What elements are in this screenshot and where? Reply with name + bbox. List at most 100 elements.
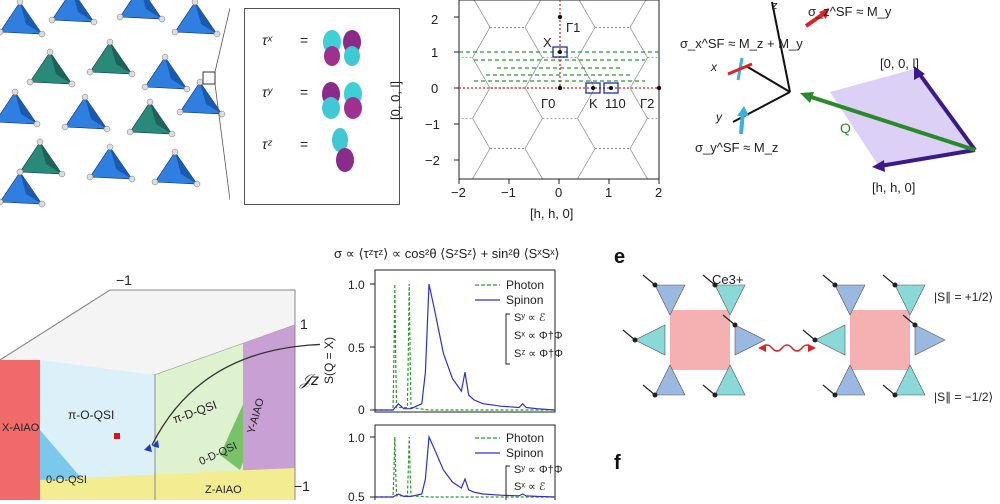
gamma2-label: Γ2 (640, 96, 655, 111)
atom (171, 28, 179, 36)
x-point-marker (552, 46, 568, 58)
atom (11, 88, 19, 96)
chart-bottom-frame (374, 424, 556, 500)
q-label: Q (840, 120, 851, 136)
atom (38, 30, 46, 38)
ce-ion (652, 392, 658, 398)
atom (158, 15, 166, 23)
tetrahedron (834, 284, 866, 316)
series-spinon-line (375, 434, 556, 498)
pi-o-qsi-label: π-O-QSI (68, 408, 115, 422)
ce-ion (812, 337, 818, 343)
atom (128, 70, 136, 78)
ce-ion (832, 392, 838, 398)
p110-label: 110 (605, 96, 626, 111)
ce-ion (732, 322, 738, 328)
bz-ytick: 2 (431, 12, 439, 27)
bz-hexagon (577, 27, 648, 89)
s-plus-label: |S∥ = +1/2⟩ (934, 290, 994, 304)
ytick-top: 0 (358, 403, 365, 417)
bz-hexagon (683, 0, 691, 27)
atom (128, 175, 136, 183)
tetrahedron (634, 324, 666, 356)
bz-hexagon (577, 87, 648, 149)
structure-factor-chart (370, 269, 556, 500)
spin-ice-configurations (622, 274, 946, 398)
hh-axis-label: [h, h, 0] (872, 180, 916, 195)
atom (86, 68, 94, 76)
tau-x-label: τˣ (262, 32, 272, 48)
gamma0-label: Γ0 (541, 96, 556, 111)
tau-z-orbital (332, 128, 354, 172)
hexagon-plaquette (670, 310, 730, 370)
ce-ion (712, 282, 718, 288)
atom (61, 123, 69, 131)
chart-top-frame (374, 269, 556, 413)
k-point-marker (585, 82, 601, 94)
atom (58, 170, 66, 178)
bz-tick-marks (454, 16, 660, 184)
chart-ylabel: S(Q = X) (322, 336, 336, 384)
bz-xlabel: [h, h, 0] (530, 206, 574, 221)
bz-hexagon (578, 0, 647, 28)
tau-z-equals: = (300, 136, 309, 152)
phase-right-tick: 1 (300, 316, 308, 332)
tetrahedron (714, 284, 746, 316)
legend-photon: Photon (506, 278, 545, 292)
l-axis-label: [0, 0, l] (880, 56, 920, 71)
tetrahedron (834, 364, 866, 396)
tunnelling-arrow (761, 344, 813, 352)
atom (161, 53, 169, 61)
tetrahedron (894, 364, 926, 396)
bz-ytick: −2 (425, 153, 440, 168)
atom (68, 80, 76, 88)
ce-label: Ce3+ (712, 272, 744, 287)
bz-hexagon (524, 117, 596, 179)
bz-ylabel: [0, 0, l] (388, 80, 403, 120)
tetrahedron (654, 364, 686, 396)
atom (48, 16, 56, 24)
atom (0, 198, 4, 206)
pyrochlore-lattice (0, 0, 230, 208)
atom (183, 85, 191, 93)
brillouin-zone-plot (400, 0, 691, 230)
bz-hexagon (472, 87, 543, 149)
tetrahedron (814, 324, 846, 356)
atom (176, 108, 184, 116)
bz-xtick: −2 (451, 185, 466, 200)
atom (16, 168, 24, 176)
bz-xtick: −1 (501, 185, 516, 200)
legend-spinon: Spinon (506, 293, 544, 307)
series-spinon-line (375, 283, 556, 411)
bz-hexagon (629, 0, 659, 59)
bz-xtick: 2 (655, 185, 663, 200)
atom (116, 13, 124, 21)
zero-o-qsi-label: 0-O-QSI (46, 474, 87, 486)
tau-z-label: τᶻ (262, 136, 272, 152)
eq-bottom: Sʸ ∝ Φ†Φ (514, 464, 563, 476)
chart-title: σ ∝ ⟨τᶻτᶻ⟩ ∝ cos²θ ⟨SᶻSᶻ⟩ + sin²θ ⟨SˣSˣ⟩ (334, 246, 560, 261)
ytick-top: 1.0 (348, 278, 365, 292)
tetrahedron (654, 284, 686, 316)
zoom-box (202, 71, 216, 85)
atom (86, 173, 94, 181)
bz-hexagon (400, 209, 438, 230)
bz-ytick: 1 (431, 45, 439, 60)
atom (103, 125, 111, 133)
ce-ion (652, 282, 658, 288)
atom (141, 83, 149, 91)
eq-top: Sᶻ ∝ Φ†Φ (514, 348, 563, 360)
ce-ion (892, 392, 898, 398)
tau-y-label: τʸ (262, 84, 273, 100)
atom (151, 178, 159, 186)
l-axis-arrow (916, 70, 977, 152)
bz-ytick: −1 (425, 117, 440, 132)
scattering-geometry (727, 1, 977, 172)
k-label: K (589, 96, 598, 111)
bz-hexagon (683, 149, 691, 210)
atom (193, 180, 201, 188)
atom (106, 38, 114, 46)
legend-photon: Photon (506, 431, 545, 445)
phase-top-tick: −1 (116, 272, 132, 288)
atom (171, 148, 179, 156)
